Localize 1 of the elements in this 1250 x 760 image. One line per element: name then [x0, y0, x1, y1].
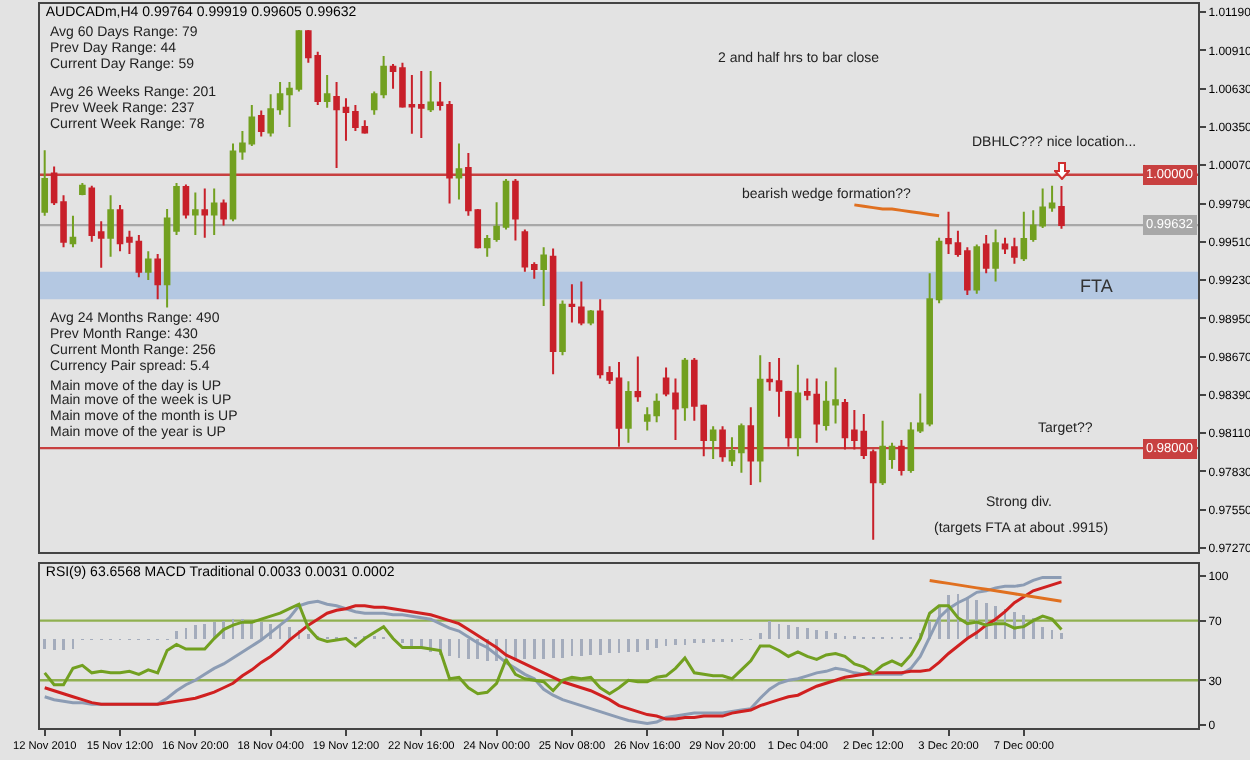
band-label: FTA: [1080, 276, 1113, 296]
